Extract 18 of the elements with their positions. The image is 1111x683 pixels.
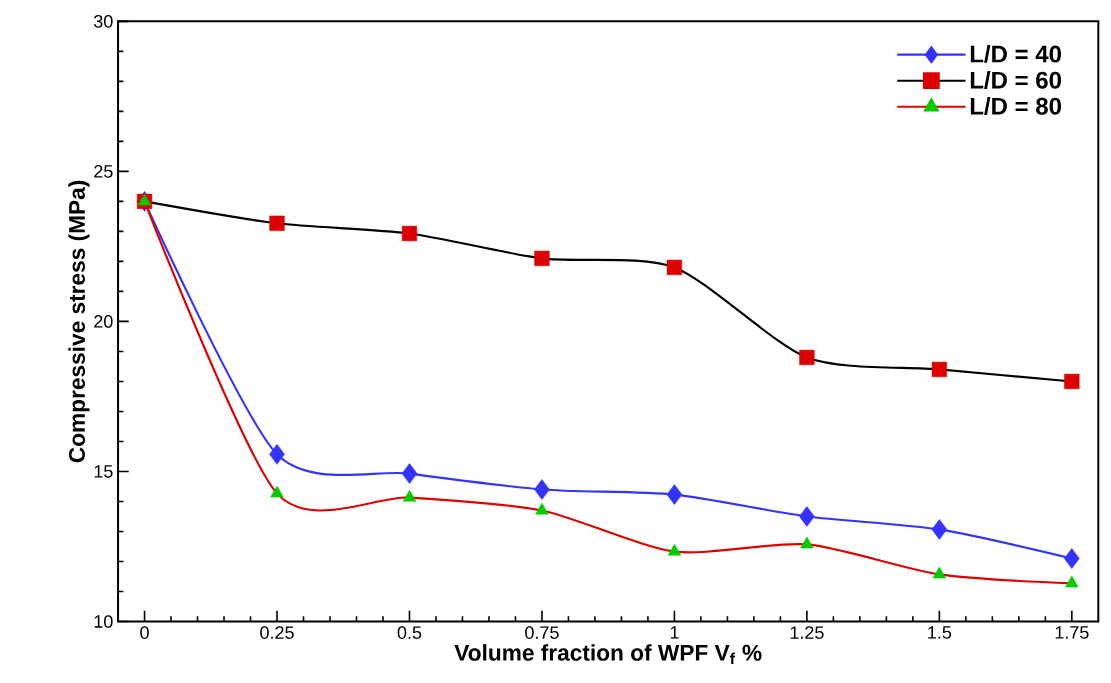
y-tick-label: 10 (94, 615, 113, 628)
legend-label: L/D = 60 (970, 71, 1061, 89)
x-tick-label: 0.25 (260, 626, 294, 640)
legend-label: L/D = 80 (970, 97, 1061, 116)
x-tick-label: 1.5 (928, 626, 952, 639)
x-tick-label: 1.75 (1055, 626, 1089, 639)
y-tick-label: 25 (94, 165, 113, 178)
y-tick-label: 15 (94, 465, 113, 478)
y-tick-label: 20 (94, 315, 113, 328)
x-tick-label: 0.75 (525, 626, 559, 640)
y-tick-label: 30 (94, 15, 113, 28)
y-axis-title: Compressive stress (MPa) (68, 180, 90, 463)
x-tick-label: 0 (140, 626, 149, 640)
x-tick-label: 0.5 (397, 626, 422, 640)
x-tick-label: 1.25 (790, 626, 824, 640)
legend-label: L/D = 40 (970, 45, 1061, 63)
x-axis-title: Volume fraction of WPF V$_{f}$ % (454, 644, 762, 665)
x-tick-label: 1 (670, 626, 679, 639)
